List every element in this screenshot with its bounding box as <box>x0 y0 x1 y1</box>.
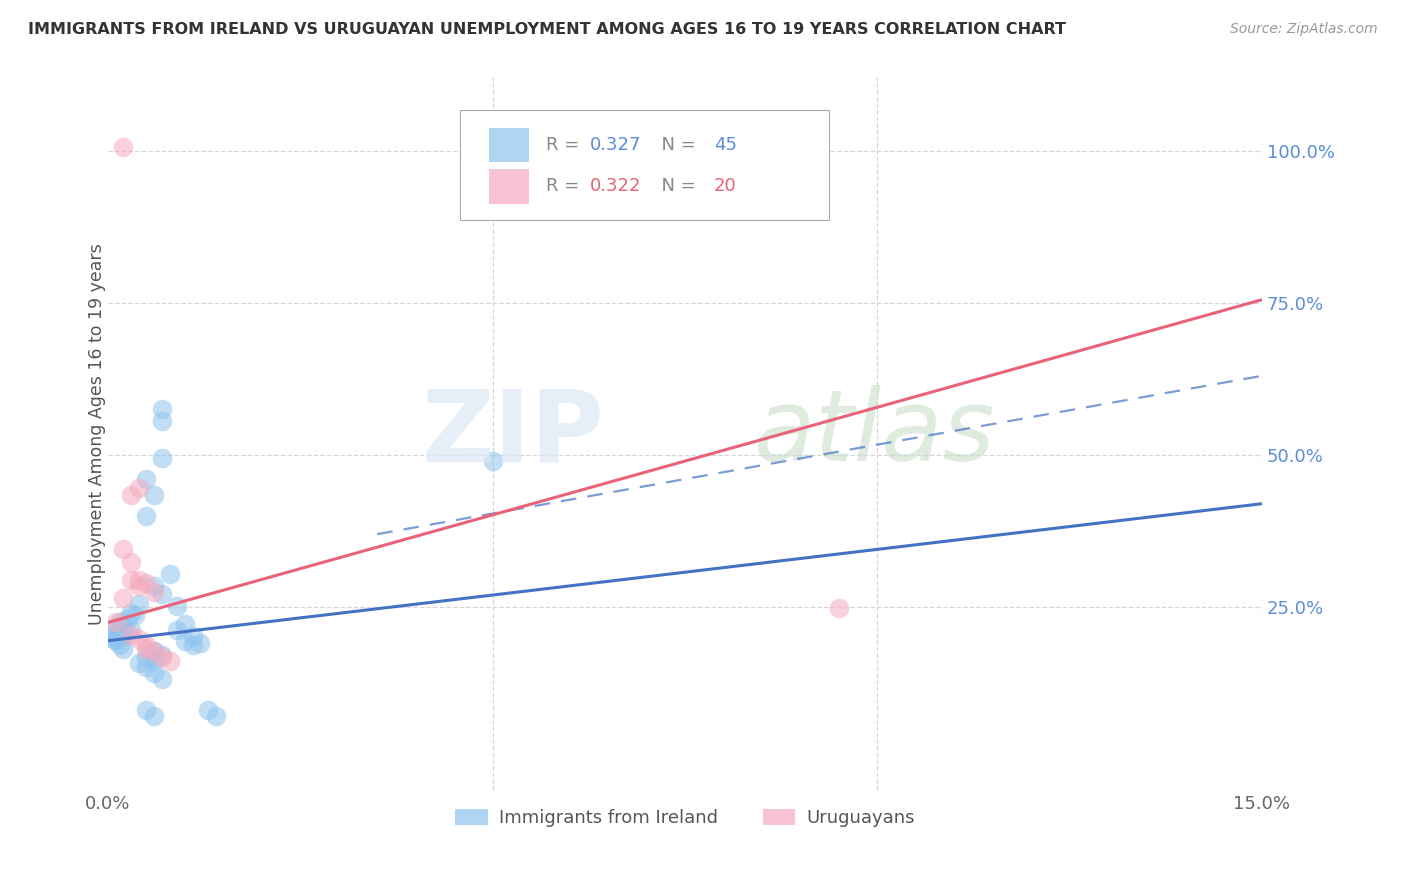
Point <box>128 597 150 611</box>
Point <box>159 654 181 668</box>
Point <box>120 607 142 621</box>
Text: N =: N = <box>651 178 702 195</box>
Point <box>150 402 173 417</box>
Point <box>128 632 150 646</box>
Text: Source: ZipAtlas.com: Source: ZipAtlas.com <box>1230 22 1378 37</box>
Point <box>135 650 157 665</box>
Point <box>150 415 173 429</box>
Point <box>112 140 135 154</box>
Text: ZIP: ZIP <box>422 385 605 483</box>
Point <box>143 708 166 723</box>
Point <box>159 566 181 581</box>
Point <box>143 487 166 501</box>
Point <box>112 620 135 634</box>
Point <box>135 472 157 486</box>
Point <box>120 487 142 501</box>
Point <box>174 617 197 632</box>
Point <box>143 644 166 658</box>
Point <box>108 638 131 652</box>
Point <box>128 482 150 496</box>
Point <box>101 631 124 645</box>
Point <box>120 573 142 587</box>
Point <box>150 650 173 665</box>
Point <box>188 635 211 649</box>
Point <box>143 579 166 593</box>
Point <box>128 573 150 587</box>
Point <box>166 624 188 638</box>
Point <box>120 555 142 569</box>
Point <box>204 708 226 723</box>
Text: 20: 20 <box>714 178 737 195</box>
Point <box>143 644 166 658</box>
Text: R =: R = <box>547 136 585 154</box>
Point <box>135 575 157 590</box>
Point <box>481 454 503 468</box>
Point <box>128 579 150 593</box>
Point <box>135 641 157 656</box>
Y-axis label: Unemployment Among Ages 16 to 19 years: Unemployment Among Ages 16 to 19 years <box>89 243 105 624</box>
Point <box>135 660 157 674</box>
Point <box>143 665 166 680</box>
Point <box>104 622 127 636</box>
Point <box>112 641 135 656</box>
Point <box>135 702 157 716</box>
Point <box>181 630 204 644</box>
Point <box>112 627 135 641</box>
Point <box>104 615 127 630</box>
Text: 0.322: 0.322 <box>591 178 641 195</box>
Point <box>115 612 138 626</box>
Text: atlas: atlas <box>754 385 995 483</box>
Legend: Immigrants from Ireland, Uruguayans: Immigrants from Ireland, Uruguayans <box>449 802 922 834</box>
Point <box>135 508 157 523</box>
Point <box>120 624 142 638</box>
Point <box>150 450 173 465</box>
Point <box>104 632 127 646</box>
Point <box>112 542 135 557</box>
FancyBboxPatch shape <box>489 169 529 203</box>
Text: N =: N = <box>651 136 702 154</box>
Text: IMMIGRANTS FROM IRELAND VS URUGUAYAN UNEMPLOYMENT AMONG AGES 16 TO 19 YEARS CORR: IMMIGRANTS FROM IRELAND VS URUGUAYAN UNE… <box>28 22 1066 37</box>
FancyBboxPatch shape <box>460 110 830 220</box>
Point <box>143 585 166 599</box>
Point <box>174 633 197 648</box>
Point <box>150 648 173 662</box>
Point <box>181 638 204 652</box>
Point <box>124 607 146 622</box>
Text: R =: R = <box>547 178 585 195</box>
Text: 0.327: 0.327 <box>591 136 641 154</box>
Point <box>150 672 173 686</box>
Point <box>112 591 135 606</box>
Point <box>104 624 127 639</box>
Point <box>197 702 219 716</box>
Point <box>120 627 142 641</box>
Point <box>115 625 138 640</box>
Point <box>135 638 157 652</box>
Point <box>150 587 173 601</box>
Point <box>128 657 150 671</box>
Point <box>104 633 127 648</box>
Point <box>828 601 851 615</box>
Point <box>108 615 131 630</box>
Text: 45: 45 <box>714 136 737 154</box>
Point <box>166 599 188 613</box>
FancyBboxPatch shape <box>489 128 529 162</box>
Point <box>143 654 166 668</box>
